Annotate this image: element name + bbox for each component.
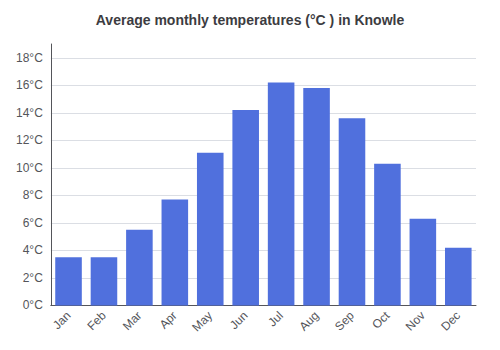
svg-text:Nov: Nov	[403, 309, 428, 334]
svg-text:May: May	[189, 309, 215, 335]
svg-text:18°C: 18°C	[16, 51, 43, 65]
svg-text:10°C: 10°C	[16, 161, 43, 175]
svg-text:Feb: Feb	[84, 308, 109, 333]
svg-text:Oct: Oct	[369, 308, 393, 332]
svg-text:Average monthly temperatures (: Average monthly temperatures (°C ) in Kn…	[96, 12, 405, 28]
svg-text:4°C: 4°C	[23, 243, 43, 257]
svg-text:6°C: 6°C	[23, 216, 43, 230]
svg-text:8°C: 8°C	[23, 188, 43, 202]
svg-text:2°C: 2°C	[23, 271, 43, 285]
svg-text:16°C: 16°C	[16, 78, 43, 92]
svg-text:Apr: Apr	[157, 309, 180, 332]
svg-text:Mar: Mar	[120, 309, 145, 333]
svg-text:Jul: Jul	[265, 309, 286, 330]
svg-text:Jan: Jan	[50, 309, 74, 333]
svg-text:Dec: Dec	[438, 309, 463, 334]
svg-text:Sep: Sep	[332, 308, 357, 333]
svg-text:0°C: 0°C	[23, 298, 43, 312]
svg-text:14°C: 14°C	[16, 106, 43, 120]
svg-text:Aug: Aug	[297, 309, 322, 334]
svg-text:Jun: Jun	[227, 309, 251, 333]
svg-text:12°C: 12°C	[16, 133, 43, 147]
